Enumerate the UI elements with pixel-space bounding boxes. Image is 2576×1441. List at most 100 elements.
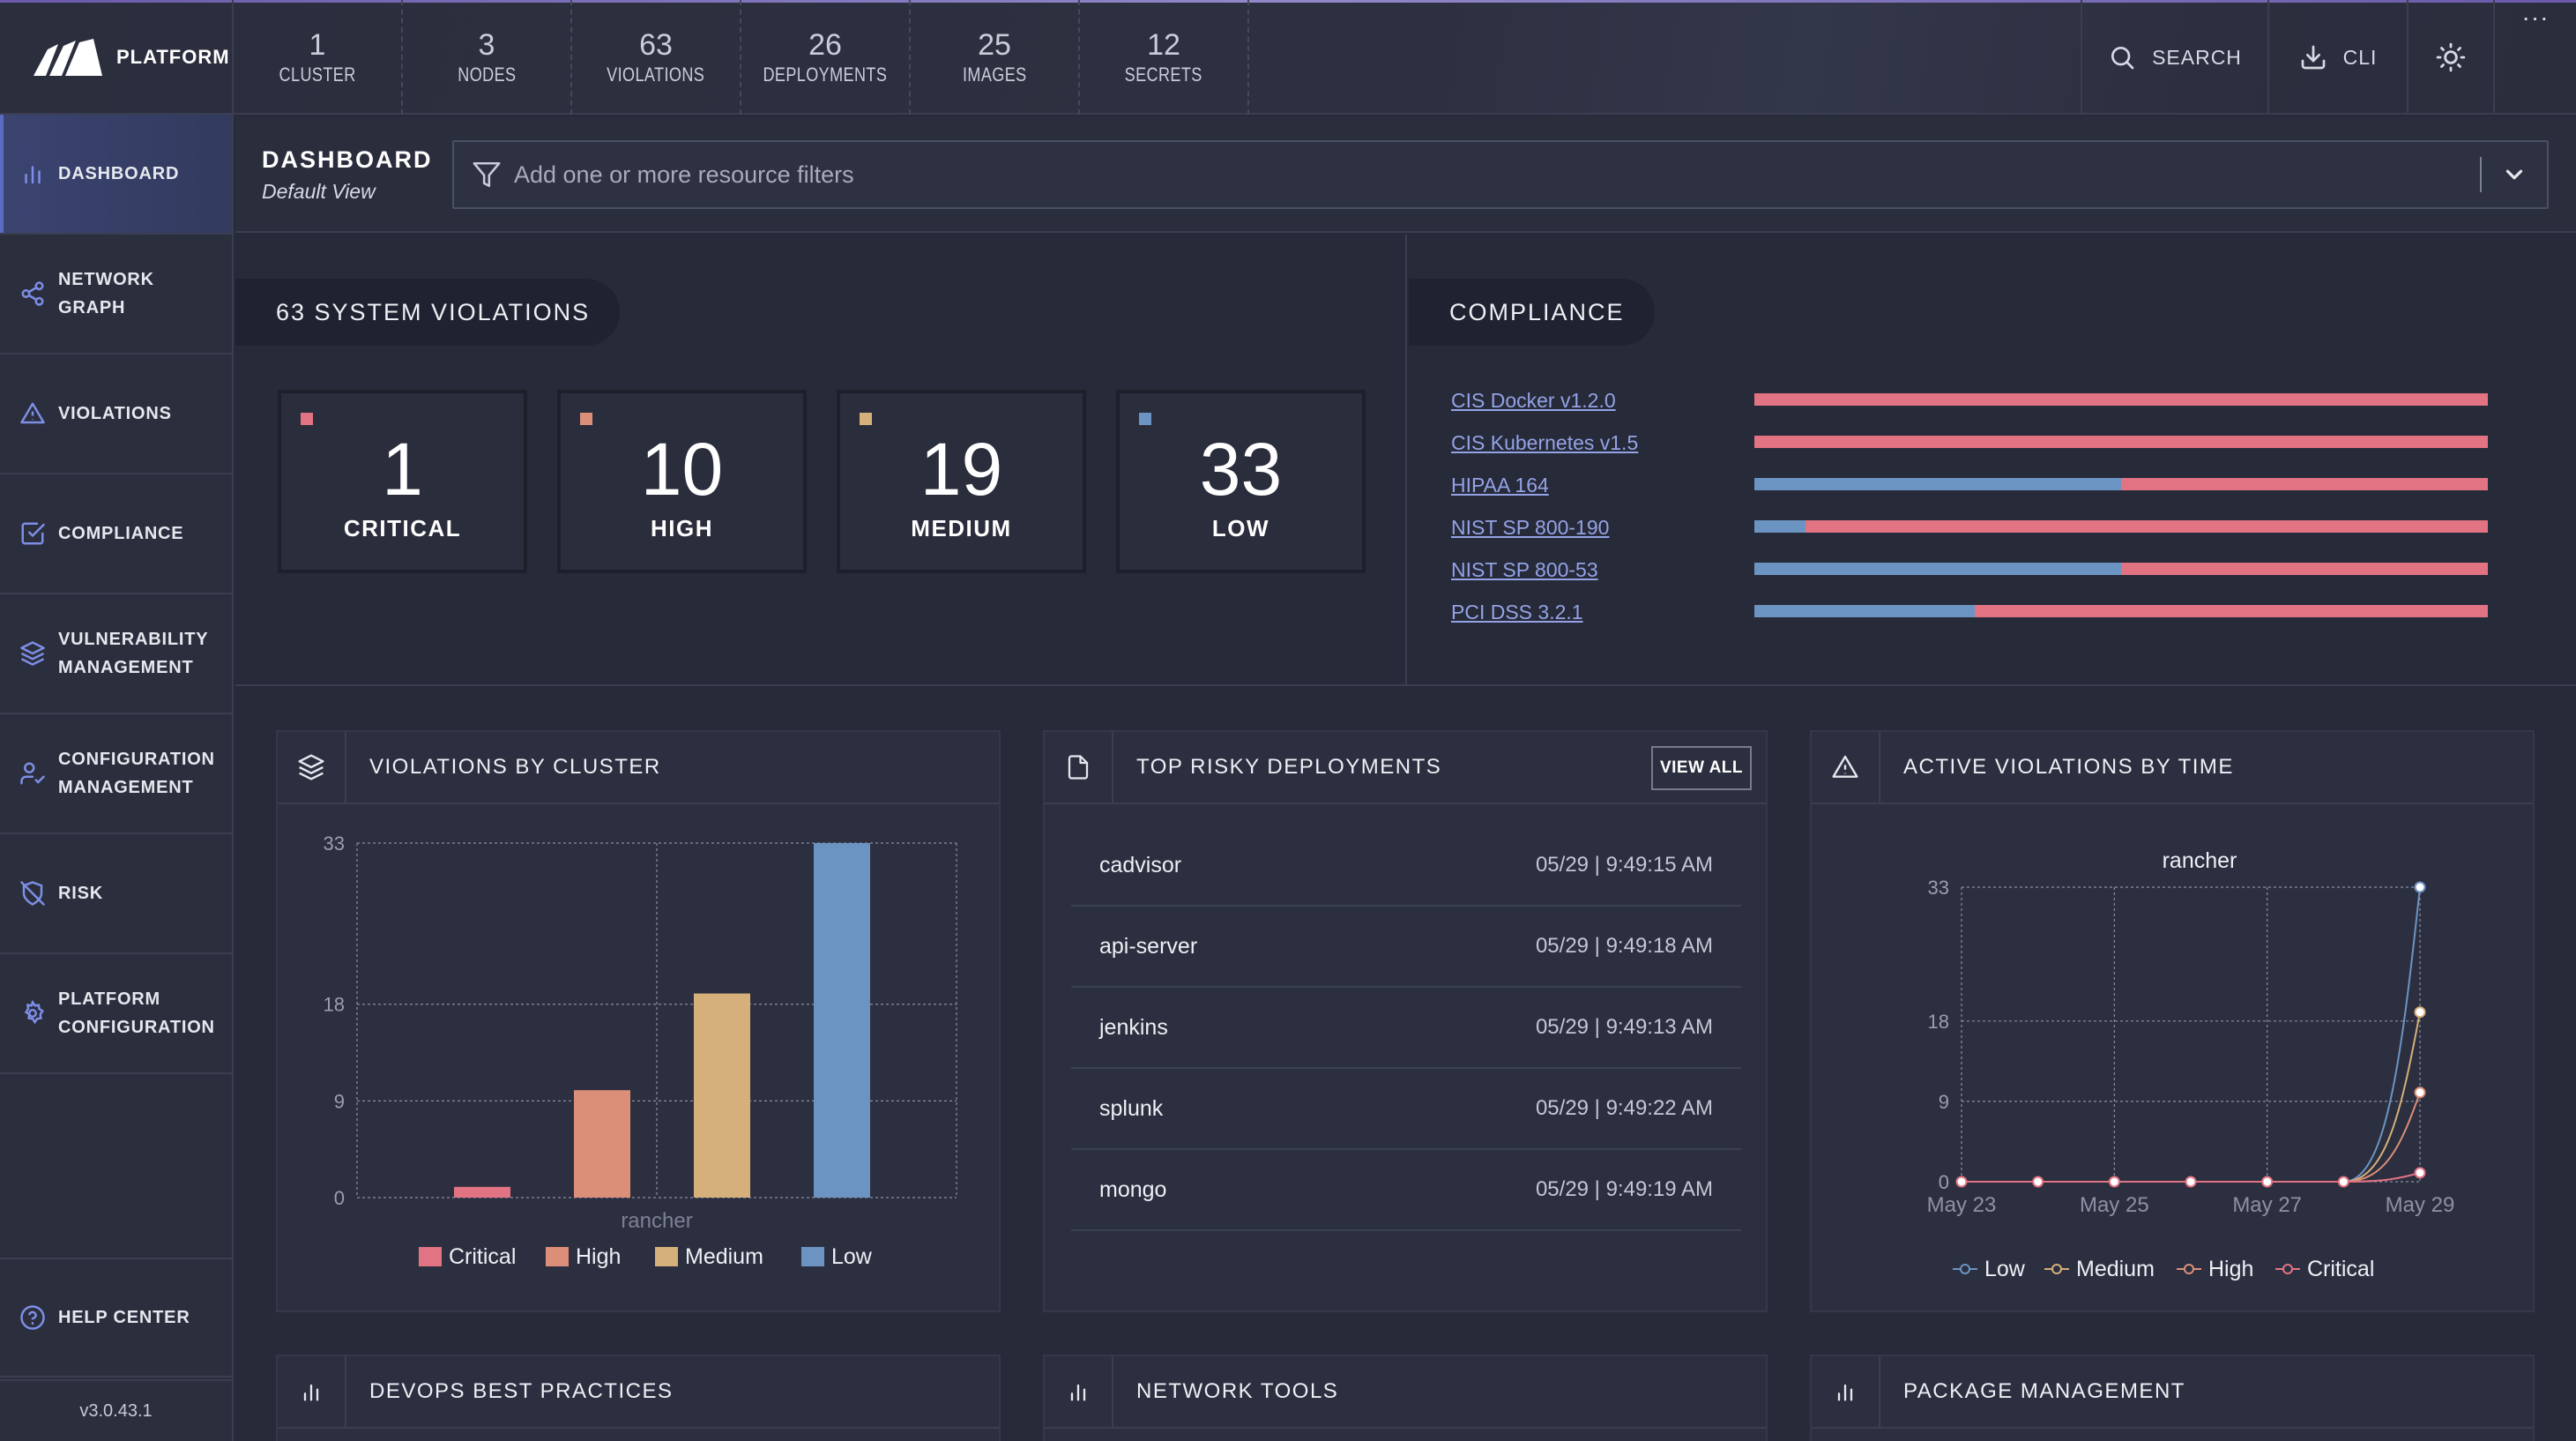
view-all-button[interactable]: VIEW ALL — [1651, 746, 1752, 790]
count-label: CLUSTER — [279, 63, 356, 86]
chart-title: rancher — [2163, 848, 2237, 873]
bar — [574, 1090, 630, 1198]
x-tick-label: May 29 — [2386, 1193, 2455, 1217]
legend-swatch — [546, 1247, 569, 1266]
compliance-progress-bar — [1754, 478, 2488, 490]
data-point — [2261, 1176, 2274, 1188]
top-actions: SEARCH CLI ··· — [2081, 0, 2576, 115]
y-tick-label: 9 — [334, 1090, 345, 1112]
count-value: 12 — [1147, 28, 1180, 62]
legend-label: Medium — [2076, 1257, 2155, 1281]
legend-marker — [2282, 1264, 2293, 1274]
summary-section: 63 SYSTEM VIOLATIONS 1 CRITICAL 10 HIGH … — [235, 235, 2576, 686]
count-label: SECRETS — [1124, 63, 1203, 86]
count-value: 26 — [808, 28, 842, 62]
bar — [454, 1186, 510, 1198]
list-item[interactable]: api-server 05/29 | 9:49:18 AM — [1071, 907, 1741, 988]
images-count[interactable]: 25 IMAGES — [911, 0, 1080, 115]
sidebar-item-dashboard[interactable]: DASHBOARD — [0, 115, 232, 235]
bar — [694, 993, 750, 1198]
system-violations-title: 63 SYSTEM VIOLATIONS — [235, 279, 621, 346]
alert-triangle-icon — [1832, 755, 1858, 778]
data-point — [2414, 881, 2426, 893]
share-icon — [21, 281, 44, 306]
compliance-pass-segment — [1754, 520, 1806, 533]
widget-icon-box — [1045, 731, 1113, 803]
legend-label: Critical — [2307, 1257, 2374, 1281]
compliance-standard-link[interactable]: PCI DSS 3.2.1 — [1451, 600, 1583, 623]
severity-dot — [860, 413, 872, 425]
severity-count: 1 — [382, 428, 423, 511]
page-title: DASHBOARD — [262, 146, 433, 173]
data-point — [1955, 1176, 1968, 1188]
help-center-label: HELP CENTER — [58, 1308, 190, 1327]
compliance-standard-link[interactable]: CIS Kubernetes v1.5 — [1451, 430, 1639, 454]
cluster-count[interactable]: 1 CLUSTER — [234, 0, 403, 115]
filter-dropdown-toggle[interactable] — [2482, 142, 2547, 207]
list-item[interactable]: splunk 05/29 | 9:49:22 AM — [1071, 1069, 1741, 1150]
widget-icon-box — [278, 731, 346, 803]
violations-count[interactable]: 63 VIOLATIONS — [572, 0, 741, 115]
widget-icon-box — [1812, 731, 1880, 803]
settings-icon — [24, 1000, 44, 1025]
compliance-row: CIS Kubernetes v1.5 — [1451, 425, 2544, 460]
deployment-time: 05/29 | 9:49:15 AM — [1535, 853, 1713, 877]
severity-label: CRITICAL — [343, 515, 462, 541]
legend-label: Low — [831, 1244, 873, 1269]
compliance-standard-link[interactable]: NIST SP 800-53 — [1451, 557, 1598, 581]
resource-filter-input[interactable] — [514, 148, 2480, 201]
theme-toggle-button[interactable] — [2407, 0, 2493, 115]
list-item[interactable]: mongo 05/29 | 9:49:19 AM — [1071, 1150, 1741, 1231]
severity-tile-high[interactable]: 10 HIGH — [557, 390, 807, 573]
cli-label: CLI — [2342, 45, 2378, 69]
deployment-time: 05/29 | 9:49:19 AM — [1535, 1177, 1713, 1201]
list-item[interactable]: cadvisor 05/29 | 9:49:15 AM — [1071, 825, 1741, 907]
count-label: IMAGES — [962, 63, 1027, 86]
sidebar-item-label: VIOLATIONS — [58, 404, 172, 423]
x-tick-label: May 27 — [2232, 1193, 2302, 1217]
cli-download-button[interactable]: CLI — [2267, 0, 2407, 115]
compliance-progress-bar — [1754, 563, 2488, 575]
deployment-name: jenkins — [1099, 1014, 1168, 1040]
page-subtitle: Default View — [262, 180, 376, 203]
more-menu-button[interactable]: ··· — [2493, 0, 2576, 115]
resource-filter[interactable] — [452, 140, 2549, 209]
count-value: 3 — [478, 28, 495, 62]
nodes-count[interactable]: 3 NODES — [403, 0, 572, 115]
help-center-link[interactable]: HELP CENTER — [0, 1258, 232, 1378]
sidebar-item-vulnerability-management[interactable]: VULNERABILITY MANAGEMENT — [0, 594, 232, 714]
search-button[interactable]: SEARCH — [2081, 0, 2267, 115]
deployment-name: mongo — [1099, 1176, 1167, 1202]
severity-tile-critical[interactable]: 1 CRITICAL — [278, 390, 527, 573]
filter-icon — [473, 161, 501, 188]
sidebar-item-network-graph[interactable]: NETWORK GRAPH — [0, 235, 232, 355]
active-violations-chart: rancher 0 9 18 33 May 23 May 25 May 27 May 29 Low… — [1927, 848, 2455, 1281]
severity-tile-low[interactable]: 33 LOW — [1116, 390, 1366, 573]
compliance-standard-link[interactable]: CIS Docker v1.2.0 — [1451, 388, 1616, 412]
severity-tile-medium[interactable]: 19 MEDIUM — [837, 390, 1086, 573]
compliance-row: NIST SP 800-190 — [1451, 510, 2544, 545]
brand-logo[interactable]: PLATFORM — [0, 0, 234, 115]
sidebar-item-label: COMPLIANCE — [58, 524, 184, 543]
sidebar-item-compliance[interactable]: COMPLIANCE — [0, 474, 232, 594]
chevron-down-icon — [2505, 169, 2523, 180]
sidebar-item-configuration-management[interactable]: CONFIGURATION MANAGEMENT — [0, 714, 232, 834]
compliance-standard-link[interactable]: NIST SP 800-190 — [1451, 515, 1610, 539]
compliance-progress-bar — [1754, 436, 2488, 448]
widget-header: TOP RISKY DEPLOYMENTS VIEW ALL — [1045, 731, 1766, 804]
bar-chart-icon — [1070, 1384, 1086, 1401]
series-line — [1962, 1092, 2421, 1183]
sidebar-item-label: NETWORK GRAPH — [58, 270, 154, 317]
bar-chart-icon — [303, 1384, 319, 1401]
widget-header: ACTIVE VIOLATIONS BY TIME — [1812, 731, 2533, 804]
sidebar-item-violations[interactable]: VIOLATIONS — [0, 355, 232, 474]
sidebar-item-risk[interactable]: RISK — [0, 834, 232, 954]
count-value: 25 — [978, 28, 1011, 62]
list-item[interactable]: jenkins 05/29 | 9:49:13 AM — [1071, 988, 1741, 1069]
page-header: DASHBOARD Default View — [235, 116, 2576, 233]
deployments-count[interactable]: 26 DEPLOYMENTS — [741, 0, 911, 115]
compliance-progress-bar — [1754, 520, 2488, 533]
sidebar-item-platform-configuration[interactable]: PLATFORM CONFIGURATION — [0, 954, 232, 1074]
compliance-standard-link[interactable]: HIPAA 164 — [1451, 473, 1549, 497]
secrets-count[interactable]: 12 SECRETS — [1080, 0, 1249, 115]
